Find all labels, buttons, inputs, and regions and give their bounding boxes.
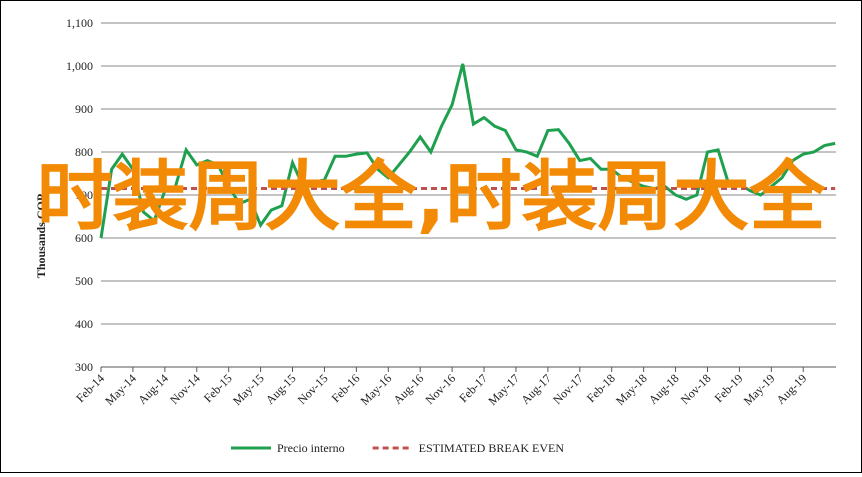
x-tick-label: Nov-14 bbox=[167, 371, 203, 407]
x-tick-label: May-19 bbox=[741, 371, 778, 408]
x-tick-label: Aug-15 bbox=[263, 371, 299, 407]
y-tick-label: 300 bbox=[75, 360, 93, 374]
x-tick-label: Feb-14 bbox=[73, 371, 107, 405]
x-tick-label: Feb-19 bbox=[712, 371, 746, 405]
x-tick-label: Aug-16 bbox=[390, 371, 426, 407]
y-tick-label: 700 bbox=[75, 188, 93, 202]
x-tick-label: Feb-15 bbox=[201, 371, 235, 405]
y-tick-label: 600 bbox=[75, 231, 93, 245]
x-tick-label: May-15 bbox=[230, 371, 267, 408]
x-tick-label: Nov-18 bbox=[678, 371, 714, 407]
x-tick-label: Aug-19 bbox=[774, 371, 810, 407]
x-tick-label: Feb-18 bbox=[584, 371, 618, 405]
legend-label: Precio interno bbox=[277, 441, 345, 455]
y-tick-label: 1,100 bbox=[66, 16, 93, 30]
x-tick-label: May-14 bbox=[102, 371, 139, 408]
x-tick-label: Aug-14 bbox=[135, 371, 171, 407]
overlay-text: 时装周大全,时装周大全 bbox=[36, 152, 826, 241]
y-tick-label: 900 bbox=[75, 102, 93, 116]
x-tick-label: Feb-16 bbox=[329, 371, 363, 405]
y-tick-label: 1,000 bbox=[66, 59, 93, 73]
y-tick-label: 500 bbox=[75, 274, 93, 288]
legend-label: ESTIMATED BREAK EVEN bbox=[419, 441, 565, 455]
y-tick-label: 800 bbox=[75, 145, 93, 159]
x-tick-label: May-17 bbox=[485, 371, 522, 408]
y-axis-label: Thousands COP bbox=[34, 194, 48, 278]
x-tick-label: Aug-17 bbox=[518, 371, 554, 407]
x-tick-label: Nov-16 bbox=[422, 371, 458, 407]
x-tick-label: May-16 bbox=[358, 371, 395, 408]
x-tick-label: Nov-15 bbox=[295, 371, 331, 407]
y-tick-label: 400 bbox=[75, 317, 93, 331]
x-tick-label: May-18 bbox=[613, 371, 650, 408]
x-tick-label: Feb-17 bbox=[456, 371, 490, 405]
series-line bbox=[99, 63, 836, 239]
x-tick-label: Nov-17 bbox=[550, 371, 586, 407]
x-tick-label: Aug-18 bbox=[646, 371, 682, 407]
